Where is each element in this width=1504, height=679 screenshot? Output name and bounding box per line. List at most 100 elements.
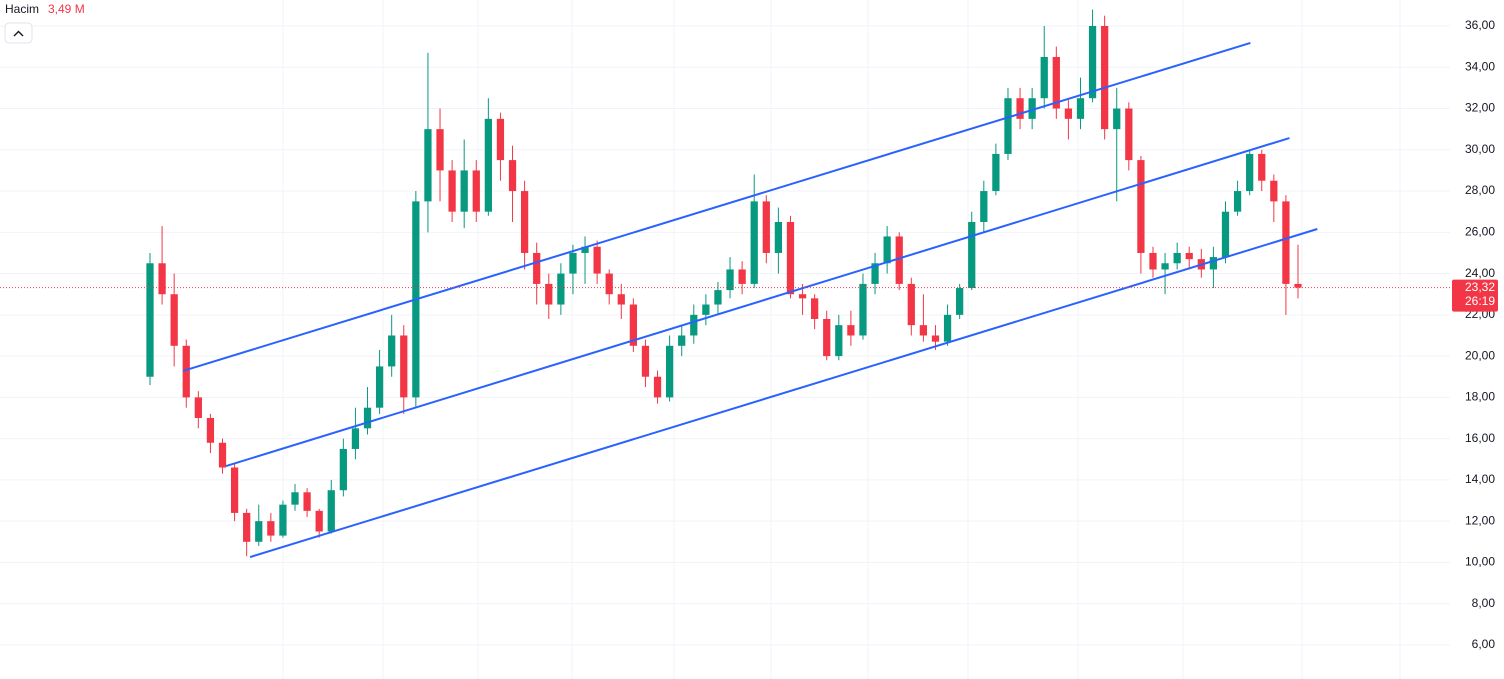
y-tick-label: 32,00 bbox=[1465, 101, 1495, 115]
candle-body bbox=[194, 397, 202, 419]
candle-body bbox=[1209, 257, 1218, 270]
candle-body bbox=[690, 314, 698, 336]
y-tick-label: 36,00 bbox=[1465, 18, 1495, 32]
candle-body bbox=[629, 304, 637, 346]
candle-body bbox=[424, 129, 432, 202]
candle-body bbox=[1221, 211, 1230, 258]
y-tick-label: 20,00 bbox=[1465, 348, 1495, 362]
candle-body bbox=[726, 269, 734, 291]
candle-body bbox=[158, 263, 166, 295]
candle-body bbox=[931, 335, 940, 342]
candle-body bbox=[484, 118, 492, 212]
candle-body bbox=[436, 129, 444, 171]
candle-body bbox=[569, 252, 577, 274]
y-tick-label: 10,00 bbox=[1465, 555, 1495, 569]
y-tick-label: 18,00 bbox=[1465, 390, 1495, 404]
candle-body bbox=[146, 263, 154, 377]
candle-body bbox=[533, 252, 541, 284]
candle-body bbox=[1149, 252, 1157, 270]
candle-body bbox=[1246, 153, 1254, 192]
y-tick-label: 14,00 bbox=[1465, 472, 1495, 486]
candle-body bbox=[1016, 98, 1024, 119]
candle-body bbox=[1161, 263, 1169, 270]
candle-body bbox=[375, 366, 384, 408]
candle-body bbox=[665, 345, 674, 398]
volume-label: Hacim bbox=[5, 2, 39, 16]
candle-body bbox=[1040, 56, 1048, 99]
candle-body bbox=[267, 521, 275, 536]
candle-body bbox=[520, 191, 529, 253]
y-tick-label: 8,00 bbox=[1472, 596, 1496, 610]
trend-line bbox=[249, 228, 1318, 559]
candle-body bbox=[460, 170, 468, 212]
candle-body bbox=[823, 318, 831, 357]
y-tick-label: 16,00 bbox=[1465, 431, 1495, 445]
button-frame[interactable] bbox=[4, 22, 33, 44]
candle-body bbox=[943, 314, 952, 342]
time-grid bbox=[282, 0, 1401, 679]
candle-body bbox=[1282, 201, 1290, 284]
candle-body bbox=[968, 222, 976, 289]
candle-body bbox=[1076, 98, 1085, 119]
trend-line bbox=[225, 137, 1290, 468]
candle-body bbox=[593, 246, 601, 274]
collapse-button[interactable] bbox=[4, 22, 33, 44]
candle-body bbox=[1294, 283, 1302, 288]
candle-body bbox=[472, 170, 480, 212]
candle-body bbox=[895, 236, 903, 284]
candle-body bbox=[1173, 252, 1181, 264]
candle-body bbox=[883, 236, 891, 264]
price-axis: 6,008,0010,0012,0014,0016,0018,0020,0022… bbox=[1452, 18, 1498, 651]
candle-body bbox=[170, 294, 178, 346]
candle-body bbox=[980, 191, 988, 223]
candle-body bbox=[363, 407, 372, 429]
candle-body bbox=[871, 263, 879, 284]
plot bbox=[0, 9, 1450, 559]
candle-body bbox=[798, 294, 807, 299]
candle-body bbox=[291, 492, 299, 505]
y-tick-label: 30,00 bbox=[1465, 142, 1495, 156]
candle-body bbox=[218, 442, 227, 468]
candle-body bbox=[1064, 108, 1073, 119]
candle-body bbox=[641, 345, 650, 377]
candle-body bbox=[255, 521, 263, 542]
candle-body bbox=[545, 283, 553, 305]
countdown: 26:19 bbox=[1465, 294, 1495, 308]
price-badge bbox=[1452, 279, 1498, 312]
trend-line bbox=[182, 41, 1251, 372]
candle-body bbox=[847, 325, 855, 336]
candle-body bbox=[303, 492, 311, 511]
candle-body bbox=[774, 222, 783, 253]
candle-body bbox=[182, 345, 190, 398]
candle-body bbox=[581, 246, 589, 253]
candle-body bbox=[859, 283, 867, 336]
candle-body bbox=[351, 428, 360, 449]
candle-body bbox=[339, 448, 347, 491]
chevron-up[interactable] bbox=[13, 30, 24, 37]
candle-body bbox=[1113, 108, 1121, 130]
candle-body bbox=[1028, 98, 1036, 119]
candle-body bbox=[992, 153, 1000, 192]
candle-body bbox=[750, 201, 758, 284]
candle-body bbox=[1270, 180, 1278, 202]
price-grid bbox=[0, 25, 1450, 646]
candle-body bbox=[496, 118, 505, 161]
candle-body bbox=[1052, 56, 1060, 109]
candle-body bbox=[243, 512, 251, 542]
candle-body bbox=[907, 283, 915, 326]
y-tick-label: 6,00 bbox=[1472, 637, 1496, 651]
candle-body bbox=[1185, 252, 1193, 260]
y-tick-label: 28,00 bbox=[1465, 183, 1495, 197]
y-tick-label: 26,00 bbox=[1465, 224, 1495, 238]
candle-body bbox=[1004, 98, 1012, 154]
candle-body bbox=[617, 294, 625, 305]
volume-value: 3,49 M bbox=[48, 2, 85, 16]
candle-body bbox=[1101, 25, 1109, 130]
candle-body bbox=[206, 418, 215, 443]
candle-body bbox=[702, 304, 710, 315]
y-tick-label: 24,00 bbox=[1465, 266, 1495, 280]
candle-body bbox=[388, 335, 396, 367]
candle-body bbox=[956, 288, 964, 315]
candle-body bbox=[230, 467, 239, 513]
